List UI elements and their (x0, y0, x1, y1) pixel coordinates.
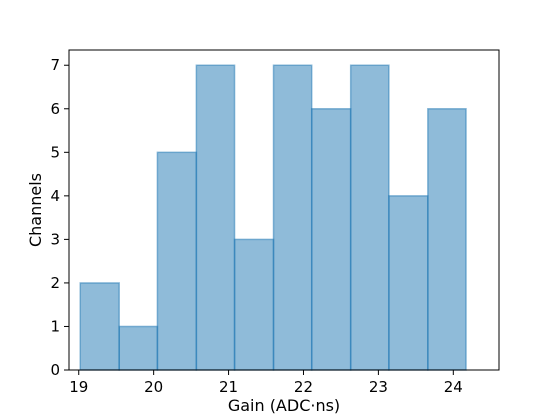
histogram-bar (156, 151, 198, 371)
x-tick-label: 19 (69, 378, 88, 396)
histogram-bar (310, 108, 352, 371)
y-tick-label: 6 (50, 100, 60, 118)
histogram-bar (388, 195, 429, 371)
x-axis-ticks: 19 20 21 22 23 24 (69, 370, 463, 396)
histogram-bar (118, 325, 159, 371)
histogram-bar (349, 64, 390, 371)
plot-frame (68, 49, 500, 371)
y-tick-label: 4 (50, 187, 60, 205)
y-axis-label: Channels (26, 173, 45, 247)
y-tick-label: 0 (50, 361, 60, 379)
x-axis-label: Gain (ADC·ns) (228, 396, 340, 415)
x-tick-label: 22 (294, 378, 313, 396)
y-tick-label: 7 (50, 56, 60, 74)
y-tick-label: 5 (50, 143, 60, 161)
x-tick-label: 23 (369, 378, 388, 396)
x-tick-label: 20 (144, 378, 163, 396)
histogram-bar (233, 238, 275, 371)
x-tick-label: 24 (444, 378, 463, 396)
y-tick-label: 3 (50, 230, 60, 248)
histogram-bar (272, 64, 313, 371)
y-tick-label: 2 (50, 274, 60, 292)
bars-group (79, 64, 467, 371)
y-tick-label: 1 (50, 317, 60, 335)
histogram-bar (427, 108, 467, 371)
histogram-bar (79, 282, 120, 371)
x-tick-label: 21 (219, 378, 238, 396)
histogram-bar (195, 64, 236, 371)
y-axis-ticks: 0 1 2 3 4 5 6 7 (50, 56, 69, 379)
